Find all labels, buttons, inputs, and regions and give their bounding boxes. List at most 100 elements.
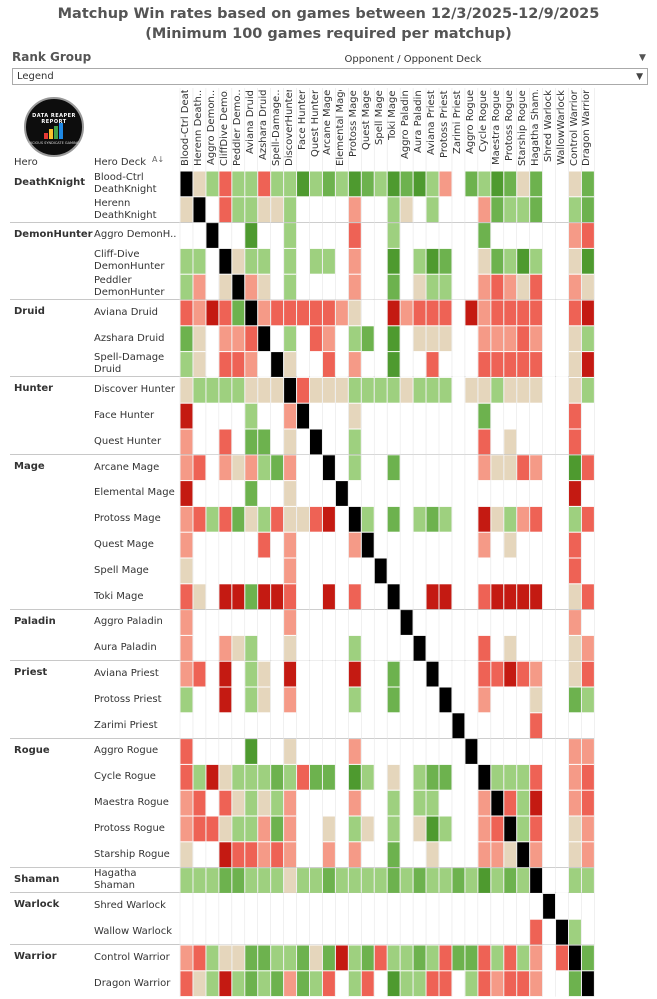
heatmap-cell[interactable] — [504, 584, 517, 610]
heatmap-cell[interactable] — [530, 661, 543, 687]
heatmap-cell[interactable] — [569, 971, 581, 997]
heatmap-cell[interactable] — [361, 842, 374, 868]
heatmap-cell[interactable] — [284, 661, 297, 687]
heatmap-cell[interactable] — [348, 945, 361, 971]
heatmap-cell[interactable] — [569, 429, 581, 455]
heatmap-cell[interactable] — [426, 532, 439, 558]
heatmap-cell[interactable] — [517, 610, 530, 635]
heatmap-cell[interactable] — [478, 971, 491, 997]
heatmap-cell[interactable] — [581, 248, 594, 274]
heatmap-cell[interactable] — [271, 455, 284, 481]
heatmap-cell[interactable] — [193, 455, 206, 481]
heatmap-cell[interactable] — [206, 558, 219, 584]
heatmap-cell[interactable] — [245, 945, 258, 971]
heatmap-cell[interactable] — [530, 300, 543, 326]
heatmap-cell[interactable] — [581, 842, 594, 868]
heatmap-cell[interactable] — [258, 584, 271, 610]
heatmap-cell[interactable] — [322, 610, 335, 635]
heatmap-cell[interactable] — [206, 764, 219, 790]
heatmap-cell[interactable] — [569, 816, 581, 842]
heatmap-cell[interactable] — [581, 893, 594, 919]
heatmap-cell[interactable] — [310, 455, 322, 481]
heatmap-cell[interactable] — [258, 971, 271, 997]
heatmap-cell[interactable] — [569, 713, 581, 739]
heatmap-cell[interactable] — [245, 790, 258, 816]
heatmap-cell[interactable] — [193, 326, 206, 352]
heatmap-cell[interactable] — [180, 919, 193, 945]
heatmap-cell[interactable] — [361, 558, 374, 584]
heatmap-cell[interactable] — [193, 429, 206, 455]
heatmap-cell[interactable] — [271, 300, 284, 326]
heatmap-cell[interactable] — [465, 558, 478, 584]
heatmap-cell[interactable] — [491, 739, 504, 764]
opponent-sort-caret-icon[interactable]: ▼ — [639, 53, 646, 63]
heatmap-cell[interactable] — [491, 377, 504, 403]
heatmap-cell[interactable] — [465, 352, 478, 377]
heatmap-cell[interactable] — [206, 842, 219, 868]
heatmap-cell[interactable] — [517, 713, 530, 739]
heatmap-cell[interactable] — [245, 713, 258, 739]
heatmap-cell[interactable] — [413, 248, 426, 274]
heatmap-cell[interactable] — [556, 687, 568, 713]
heatmap-cell[interactable] — [284, 893, 297, 919]
heatmap-cell[interactable] — [297, 403, 309, 429]
heatmap-cell[interactable] — [517, 403, 530, 429]
heatmap-cell[interactable] — [439, 919, 452, 945]
heatmap-cell[interactable] — [284, 481, 297, 506]
heatmap-cell[interactable] — [232, 893, 245, 919]
heatmap-cell[interactable] — [465, 661, 478, 687]
heatmap-cell[interactable] — [581, 584, 594, 610]
heatmap-cell[interactable] — [387, 661, 400, 687]
heatmap-cell[interactable] — [517, 687, 530, 713]
heatmap-cell[interactable] — [297, 481, 309, 506]
heatmap-cell[interactable] — [193, 945, 206, 971]
heatmap-cell[interactable] — [517, 971, 530, 997]
heatmap-cell[interactable] — [271, 377, 284, 403]
heatmap-cell[interactable] — [387, 739, 400, 764]
heatmap-cell[interactable] — [374, 687, 387, 713]
heatmap-cell[interactable] — [517, 816, 530, 842]
heatmap-cell[interactable] — [232, 635, 245, 661]
heatmap-cell[interactable] — [245, 816, 258, 842]
heatmap-cell[interactable] — [504, 403, 517, 429]
heatmap-cell[interactable] — [504, 790, 517, 816]
heatmap-cell[interactable] — [219, 868, 232, 893]
heatmap-cell[interactable] — [271, 481, 284, 506]
heatmap-cell[interactable] — [413, 635, 426, 661]
heatmap-cell[interactable] — [284, 171, 297, 197]
heatmap-cell[interactable] — [258, 506, 271, 532]
heatmap-cell[interactable] — [322, 429, 335, 455]
heatmap-cell[interactable] — [439, 223, 452, 248]
heatmap-cell[interactable] — [439, 455, 452, 481]
heatmap-cell[interactable] — [361, 403, 374, 429]
heatmap-cell[interactable] — [348, 326, 361, 352]
heatmap-cell[interactable] — [504, 764, 517, 790]
heatmap-cell[interactable] — [193, 377, 206, 403]
heatmap-cell[interactable] — [581, 661, 594, 687]
heatmap-cell[interactable] — [465, 687, 478, 713]
heatmap-cell[interactable] — [258, 919, 271, 945]
heatmap-cell[interactable] — [335, 584, 348, 610]
heatmap-cell[interactable] — [374, 842, 387, 868]
heatmap-cell[interactable] — [556, 635, 568, 661]
heatmap-cell[interactable] — [543, 481, 556, 506]
heatmap-cell[interactable] — [180, 610, 193, 635]
heatmap-cell[interactable] — [581, 764, 594, 790]
heatmap-cell[interactable] — [374, 506, 387, 532]
heatmap-cell[interactable] — [400, 971, 413, 997]
heatmap-cell[interactable] — [284, 352, 297, 377]
heatmap-cell[interactable] — [271, 171, 284, 197]
heatmap-cell[interactable] — [491, 352, 504, 377]
heatmap-cell[interactable] — [322, 558, 335, 584]
heatmap-cell[interactable] — [504, 377, 517, 403]
heatmap-cell[interactable] — [322, 893, 335, 919]
heatmap-cell[interactable] — [478, 790, 491, 816]
heatmap-cell[interactable] — [271, 713, 284, 739]
heatmap-cell[interactable] — [569, 223, 581, 248]
heatmap-cell[interactable] — [581, 326, 594, 352]
heatmap-cell[interactable] — [465, 223, 478, 248]
heatmap-cell[interactable] — [465, 197, 478, 223]
heatmap-cell[interactable] — [361, 429, 374, 455]
heatmap-cell[interactable] — [193, 893, 206, 919]
heatmap-cell[interactable] — [335, 868, 348, 893]
